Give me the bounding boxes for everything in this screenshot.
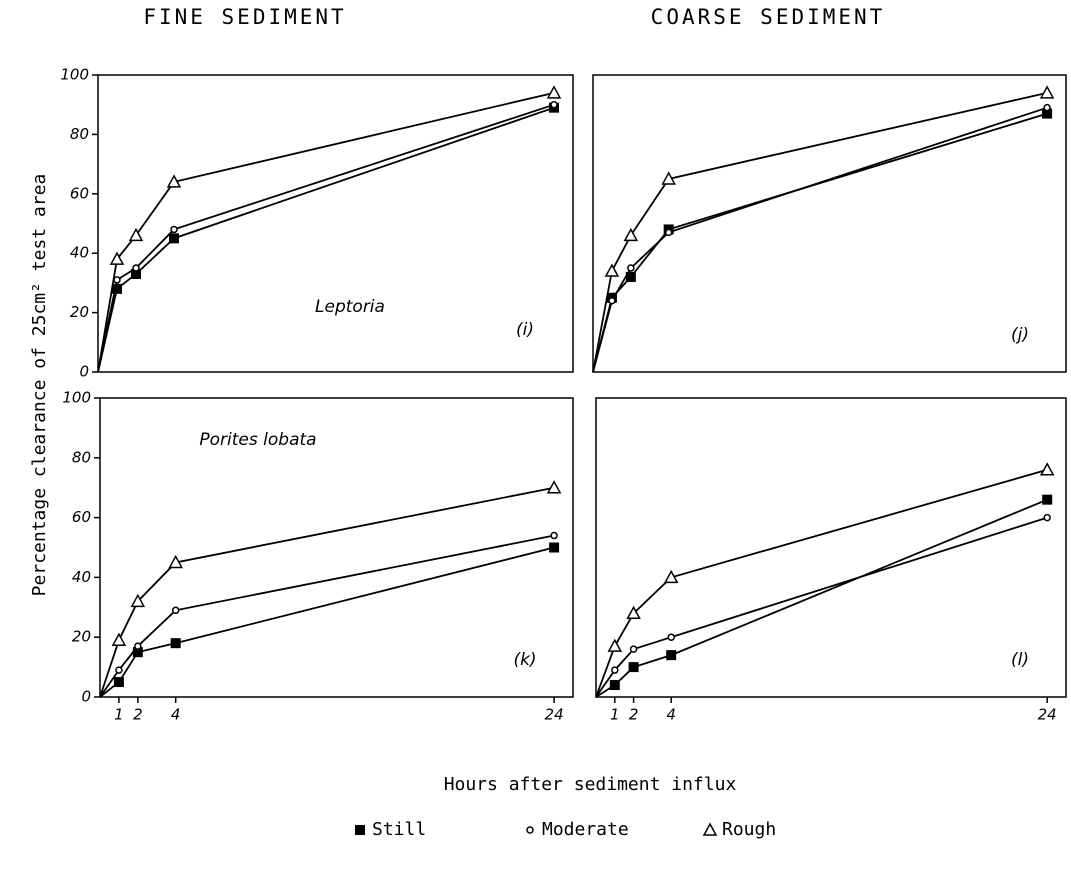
- marker-circle: [664, 228, 673, 237]
- marker-circle: [629, 645, 638, 653]
- marker-triangle: [128, 227, 144, 242]
- annotation: Porites lobata: [199, 430, 316, 450]
- marker-square: [170, 638, 181, 649]
- marker-circle: [113, 276, 121, 284]
- series-line: [592, 112, 1048, 373]
- series-line: [595, 516, 1048, 698]
- marker-triangle: [111, 632, 127, 646]
- marker-triangle: [166, 174, 182, 188]
- y-tick-label: 40: [72, 568, 91, 586]
- legend-label: Still: [372, 819, 426, 840]
- x-tick-label: 2: [133, 706, 143, 724]
- annotation: (l): [1011, 650, 1029, 670]
- series-line: [97, 103, 555, 373]
- marker-circle: [550, 100, 558, 109]
- marker-square: [132, 647, 143, 658]
- annotation: Leptoria: [315, 297, 385, 317]
- marker-circle: [171, 606, 180, 615]
- annotation: (k): [513, 650, 536, 670]
- y-tick-label: 60: [72, 508, 91, 526]
- x-tick-label: 1: [114, 706, 124, 724]
- y-axis-label: Percentage clearance of 25cm² test area: [29, 174, 50, 597]
- y-tick-label: 0: [81, 688, 91, 706]
- marker-circle: [627, 264, 635, 272]
- y-tick-label: 20: [70, 303, 89, 321]
- marker-triangle: [607, 638, 623, 652]
- marker-circle: [1043, 103, 1051, 112]
- marker-circle: [608, 296, 616, 305]
- marker-triangle: [626, 605, 641, 620]
- x-tick-label: 24: [545, 706, 564, 724]
- y-tick-label: 80: [72, 448, 91, 466]
- marker-triangle: [604, 263, 620, 277]
- marker-triangle: [130, 593, 146, 608]
- plot-frame: [595, 397, 1067, 698]
- marker-square: [628, 662, 639, 673]
- plot-frame: [592, 74, 1067, 373]
- y-tick-label: 40: [70, 244, 89, 262]
- marker-triangle: [168, 554, 183, 569]
- series-line: [595, 498, 1048, 698]
- x-tick-label: 1: [610, 706, 620, 724]
- marker-triangle: [1039, 85, 1055, 99]
- marker-circle: [132, 264, 140, 272]
- x-tick-label: 4: [171, 706, 181, 724]
- legend-label: Rough: [722, 819, 776, 840]
- series-line: [99, 486, 555, 698]
- marker-square: [1042, 108, 1053, 119]
- marker-square: [169, 233, 179, 244]
- marker-triangle: [661, 171, 676, 185]
- marker-circle: [550, 531, 558, 540]
- series-line: [99, 534, 555, 698]
- series-line: [595, 468, 1048, 698]
- y-tick-label: 80: [70, 125, 89, 143]
- annotation: (i): [516, 320, 534, 340]
- marker-triangle: [109, 251, 125, 265]
- column-title: COARSE SEDIMENT: [651, 5, 886, 29]
- marker-triangle: [623, 227, 639, 242]
- x-tick-label: 4: [666, 706, 676, 724]
- marker-triangle: [663, 569, 679, 584]
- series-line: [592, 106, 1048, 373]
- x-tick-label: 24: [1038, 706, 1057, 724]
- x-tick-label: 2: [629, 706, 639, 724]
- x-axis-label: Hours after sediment influx: [444, 774, 737, 795]
- y-tick-label: 0: [79, 363, 89, 381]
- y-tick-label: 60: [70, 184, 89, 202]
- marker-triangle: [702, 822, 718, 836]
- y-tick-label: 20: [72, 628, 91, 646]
- annotation: (j): [1011, 325, 1029, 345]
- legend-label: Moderate: [542, 819, 629, 840]
- marker-square: [112, 283, 122, 294]
- marker-circle: [115, 666, 123, 674]
- marker-circle: [667, 633, 675, 641]
- plot-frame: [99, 397, 574, 698]
- marker-circle: [526, 826, 534, 834]
- marker-square: [549, 542, 560, 553]
- marker-circle: [170, 225, 178, 234]
- marker-square: [355, 825, 365, 835]
- marker-square: [131, 268, 141, 279]
- series-line: [97, 106, 555, 373]
- marker-square: [666, 650, 677, 661]
- marker-square: [625, 271, 636, 282]
- plot-frame: [97, 74, 574, 373]
- y-tick-label: 100: [60, 66, 89, 84]
- marker-triangle: [546, 480, 562, 494]
- column-title: FINE SEDIMENT: [143, 5, 346, 29]
- marker-circle: [134, 642, 142, 650]
- marker-square: [1042, 494, 1053, 505]
- series-line: [97, 91, 555, 373]
- marker-square: [113, 677, 124, 688]
- y-tick-label: 100: [62, 389, 91, 407]
- marker-square: [609, 680, 620, 691]
- marker-circle: [1043, 513, 1051, 522]
- marker-circle: [611, 666, 619, 674]
- marker-triangle: [546, 85, 562, 99]
- marker-triangle: [1039, 462, 1055, 476]
